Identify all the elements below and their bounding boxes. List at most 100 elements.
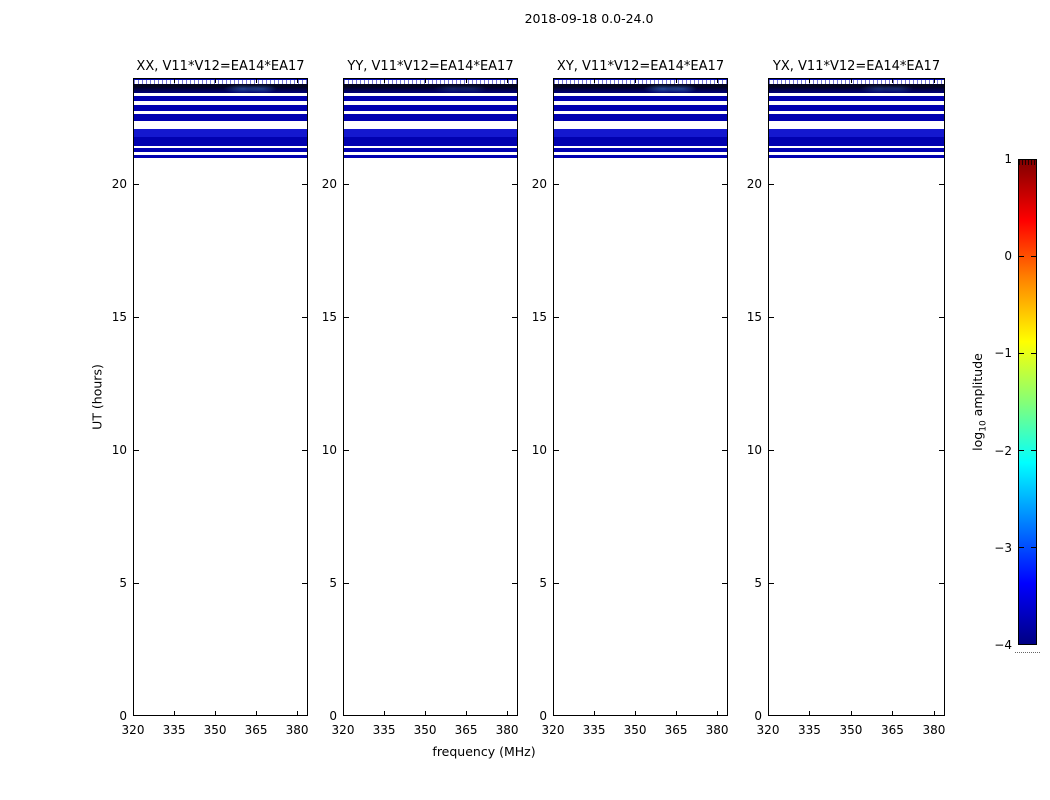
x-tick-label: 350 (623, 723, 647, 737)
x-tick-top (594, 79, 596, 83)
y-tick-label: 5 (119, 576, 127, 591)
y-tick-left (769, 450, 774, 452)
colorbar-tick-right (1031, 352, 1036, 354)
x-tick-bottom (892, 711, 894, 715)
x-tick-top (933, 79, 935, 83)
emission-band (134, 95, 307, 102)
x-tick-label: 380 (922, 723, 946, 737)
x-tick-label: 320 (331, 723, 355, 737)
y-tick-left (134, 184, 139, 186)
x-tick-label: 320 (756, 723, 780, 737)
colorbar-tick-right (1031, 255, 1036, 257)
x-tick-top (892, 79, 894, 83)
emission-band (554, 79, 727, 82)
x-tick-bottom (594, 711, 596, 715)
colorbar-tick-right (1031, 547, 1036, 549)
emission-band (554, 80, 727, 84)
y-tick-right (302, 317, 307, 319)
x-tick-top (809, 79, 811, 83)
y-tick-left (134, 450, 139, 452)
panel-title: YX, V11*V12=EA14*EA17 (772, 59, 941, 74)
emission-band (134, 155, 307, 158)
y-tick-right (939, 583, 944, 585)
colorbar-label-prefix: log (969, 431, 985, 451)
emission-band (769, 113, 944, 122)
colorbar-gradient (1018, 159, 1037, 645)
emission-band (134, 83, 307, 93)
y-tick-label: 20 (531, 177, 547, 192)
spectrogram-panel (133, 78, 308, 716)
y-tick-left (134, 317, 139, 319)
y-tick-right (512, 583, 517, 585)
y-tick-label: 15 (746, 310, 762, 325)
emission-band (134, 137, 307, 146)
figure-suptitle: 2018-09-18 0.0-24.0 (524, 11, 654, 26)
colorbar-label-sub: 10 (978, 420, 989, 432)
y-tick-left (554, 184, 559, 186)
colorbar-tick-label: 1 (1004, 152, 1012, 166)
emission-band (554, 129, 727, 137)
x-tick-bottom (676, 711, 678, 715)
x-tick-label: 335 (162, 723, 186, 737)
x-tick-label: 320 (121, 723, 145, 737)
emission-band (554, 147, 727, 153)
y-tick-label: 10 (111, 443, 127, 458)
emission-band (769, 83, 944, 93)
y-tick-left (554, 450, 559, 452)
x-tick-bottom (809, 711, 811, 715)
y-tick-label: 0 (329, 709, 337, 723)
x-axis-label: frequency (MHz) (432, 744, 536, 759)
emission-band (134, 129, 307, 137)
x-tick-label: 380 (705, 723, 729, 737)
colorbar-label: log10 amplitude (970, 353, 989, 451)
emission-band (344, 147, 517, 153)
emission-band (344, 80, 517, 84)
emission-band (554, 95, 727, 102)
y-tick-right (722, 317, 727, 319)
y-tick-label: 5 (329, 576, 337, 591)
colorbar-tick-label: −4 (994, 638, 1012, 652)
y-tick-label: 5 (539, 576, 547, 591)
x-tick-top (297, 79, 299, 83)
emission-band (554, 113, 727, 122)
spectrogram-panel (553, 78, 728, 716)
x-tick-bottom (635, 711, 637, 715)
emission-band (344, 137, 517, 146)
x-tick-top (635, 79, 637, 83)
x-tick-label: 365 (664, 723, 688, 737)
x-tick-label: 350 (839, 723, 863, 737)
emission-band (344, 113, 517, 122)
y-tick-left (134, 583, 139, 585)
x-tick-label: 350 (413, 723, 437, 737)
emission-band (554, 155, 727, 158)
colorbar-tick-left (1019, 547, 1024, 549)
y-tick-label: 20 (321, 177, 337, 192)
emission-band (769, 95, 944, 102)
panel-title: XX, V11*V12=EA14*EA17 (136, 59, 305, 74)
emission-band (554, 137, 727, 146)
panel-title: XY, V11*V12=EA14*EA17 (556, 59, 725, 74)
y-tick-label: 10 (321, 443, 337, 458)
emission-band (134, 79, 307, 82)
colorbar-top-comb (1019, 160, 1036, 165)
x-tick-bottom (933, 711, 935, 715)
x-tick-label: 365 (454, 723, 478, 737)
emission-band (769, 105, 944, 111)
x-tick-top (384, 79, 386, 83)
x-tick-top (174, 79, 176, 83)
y-tick-label: 5 (754, 576, 762, 591)
x-tick-bottom (850, 711, 852, 715)
colorbar-tick-label: −2 (994, 443, 1012, 458)
emission-band (134, 80, 307, 84)
x-tick-bottom (466, 711, 468, 715)
emission-band (344, 95, 517, 102)
y-tick-right (722, 583, 727, 585)
colorbar-tick-label: 0 (1004, 249, 1012, 264)
x-tick-top (676, 79, 678, 83)
colorbar-tick-label: −3 (994, 540, 1012, 555)
emission-band (554, 83, 727, 93)
colorbar-tick-right (1031, 450, 1036, 452)
y-tick-right (512, 450, 517, 452)
x-tick-top (507, 79, 509, 83)
y-tick-right (302, 184, 307, 186)
